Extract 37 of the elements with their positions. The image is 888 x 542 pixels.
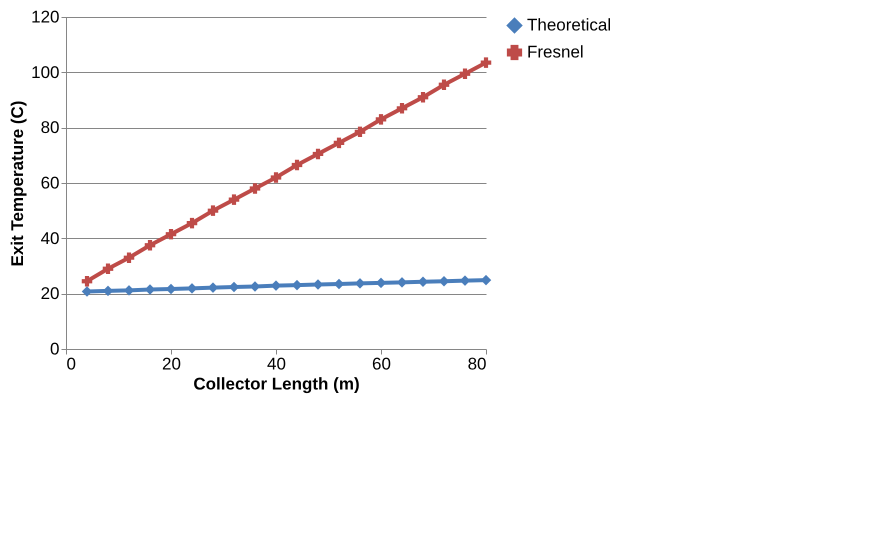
point	[460, 68, 470, 79]
x-tick-label: 20	[162, 354, 181, 374]
x-tick-label: 60	[372, 354, 391, 374]
point	[396, 103, 408, 114]
y-tick-label: 100	[31, 62, 60, 82]
x-axis-title: Collector Length (m)	[193, 374, 360, 394]
point	[376, 114, 386, 125]
y-tick-label: 60	[40, 174, 60, 192]
point	[166, 228, 176, 240]
point	[292, 160, 302, 170]
point	[228, 194, 240, 205]
y-tick-label: 40	[40, 228, 60, 248]
point	[418, 92, 428, 102]
x-tick-label: 0	[66, 354, 76, 374]
point	[270, 172, 282, 183]
point	[438, 80, 450, 90]
point	[250, 183, 260, 194]
y-tick-label: 120	[31, 8, 60, 26]
point	[312, 148, 324, 160]
point	[82, 276, 92, 286]
point	[124, 252, 134, 263]
x-tick-label: 40	[267, 354, 286, 374]
point	[334, 138, 344, 148]
legend-label: Fresnel	[527, 42, 584, 62]
point	[186, 218, 198, 228]
point	[208, 205, 218, 216]
y-tick-label: 80	[40, 118, 60, 138]
point	[144, 240, 156, 250]
x-tick-label: 80	[468, 354, 486, 374]
point	[354, 126, 366, 138]
y-tick-label: 20	[40, 284, 60, 304]
legend-label: Theoretical	[527, 16, 612, 34]
point	[82, 286, 92, 297]
y-axis-title: Exit Temperature (C)	[8, 100, 28, 266]
y-tick-label: 0	[50, 340, 60, 358]
point	[102, 264, 114, 274]
point	[480, 57, 492, 68]
